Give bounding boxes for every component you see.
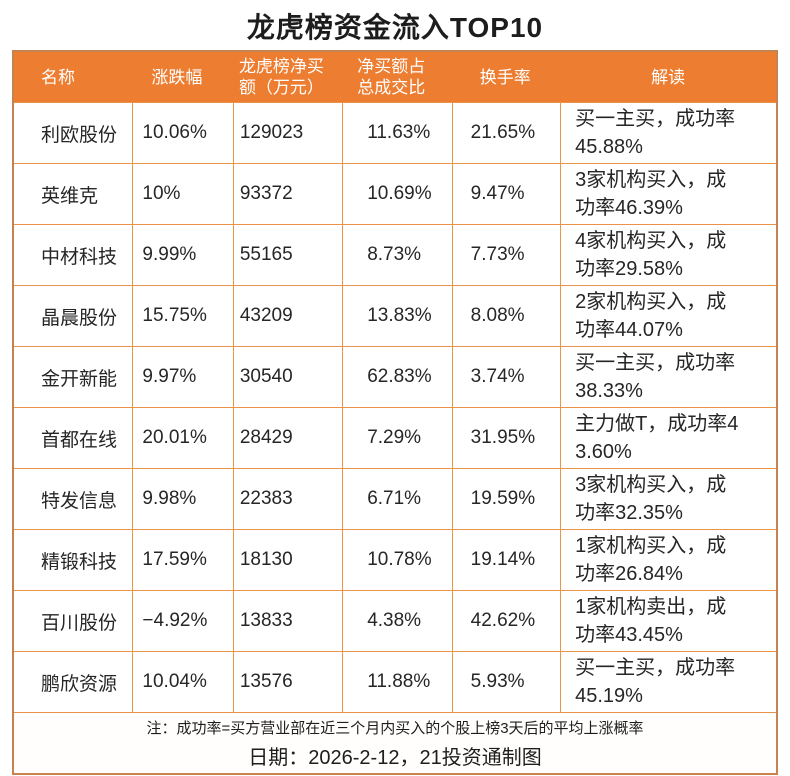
cell-stock-name: 首都在线 bbox=[41, 429, 118, 451]
cell-change-pct: 15.75% bbox=[132, 286, 232, 346]
table-row: 金开新能 9.97% 30540 62.83% 3.74% 买一主买，成功率38… bbox=[14, 346, 776, 407]
cell-change-pct: 9.98% bbox=[132, 469, 232, 529]
cell-net-buy-ratio: 10.78% bbox=[342, 530, 451, 590]
table-row: 中材科技 9.99% 55165 8.73% 7.73% 4家机构买入，成功率2… bbox=[14, 224, 776, 285]
cell-net-buy: 22383 bbox=[232, 469, 342, 529]
table-row: 精锻科技 17.59% 18130 10.78% 19.14% 1家机构买入，成… bbox=[14, 529, 776, 590]
header-turnover: 换手率 bbox=[479, 67, 531, 87]
cell-net-buy-ratio: 10.69% bbox=[342, 164, 451, 224]
cell-turnover-rate: 21.65% bbox=[451, 103, 560, 163]
cell-change-pct: 9.97% bbox=[132, 347, 232, 407]
table-row: 特发信息 9.98% 22383 6.71% 19.59% 3家机构买入，成功率… bbox=[14, 468, 776, 529]
cell-stock-name: 百川股份 bbox=[41, 612, 118, 634]
cell-net-buy: 43209 bbox=[232, 286, 342, 346]
cell-turnover-rate: 3.74% bbox=[451, 347, 560, 407]
table-row: 晶晨股份 15.75% 43209 13.83% 8.08% 2家机构买入，成功… bbox=[14, 285, 776, 346]
table-body: 利欧股份 10.06% 129023 11.63% 21.65% 买一主买，成功… bbox=[14, 102, 776, 712]
top10-table: 名称 涨跌幅 龙虎榜净买 额（万元） 净买额占 总成交比 换手率 解读 利欧股份… bbox=[12, 50, 778, 775]
cell-analysis: 1家机构卖出，成功率43.45% bbox=[560, 591, 776, 651]
cell-net-buy: 28429 bbox=[232, 408, 342, 468]
cell-net-buy: 30540 bbox=[232, 347, 342, 407]
cell-net-buy: 18130 bbox=[232, 530, 342, 590]
cell-stock-name: 英维克 bbox=[41, 185, 99, 207]
header-ratio: 净买额占 总成交比 bbox=[357, 57, 426, 97]
cell-turnover-rate: 42.62% bbox=[451, 591, 560, 651]
cell-analysis: 3家机构买入，成功率32.35% bbox=[560, 469, 776, 529]
cell-net-buy-ratio: 8.73% bbox=[342, 225, 451, 285]
header-change: 涨跌幅 bbox=[151, 67, 203, 87]
cell-analysis: 买一主买，成功率45.19% bbox=[560, 652, 776, 712]
table-footer: 注：成功率=买方营业部在近三个月内买入的个股上榜3天后的平均上涨概率 日期：20… bbox=[14, 712, 776, 773]
cell-turnover-rate: 5.93% bbox=[451, 652, 560, 712]
cell-change-pct: 17.59% bbox=[132, 530, 232, 590]
cell-analysis: 4家机构买入，成功率29.58% bbox=[560, 225, 776, 285]
header-name: 名称 bbox=[41, 67, 75, 87]
cell-change-pct: 10% bbox=[132, 164, 232, 224]
page-title: 龙虎榜资金流入TOP10 bbox=[246, 12, 544, 43]
table-row: 利欧股份 10.06% 129023 11.63% 21.65% 买一主买，成功… bbox=[14, 102, 776, 163]
cell-stock-name: 利欧股份 bbox=[41, 124, 118, 146]
cell-stock-name: 中材科技 bbox=[41, 246, 118, 268]
table-row: 英维克 10% 93372 10.69% 9.47% 3家机构买入，成功率46.… bbox=[14, 163, 776, 224]
cell-net-buy: 93372 bbox=[232, 164, 342, 224]
cell-analysis: 主力做T，成功率43.60% bbox=[560, 408, 776, 468]
cell-stock-name: 鹏欣资源 bbox=[41, 673, 118, 695]
cell-change-pct: 10.06% bbox=[132, 103, 232, 163]
cell-net-buy-ratio: 4.38% bbox=[342, 591, 451, 651]
date-credit-line: 日期：2026-2-12，21投资通制图 bbox=[248, 746, 542, 769]
header-analysis: 解读 bbox=[651, 67, 686, 87]
cell-change-pct: −4.92% bbox=[132, 591, 232, 651]
cell-turnover-rate: 9.47% bbox=[451, 164, 560, 224]
cell-net-buy-ratio: 62.83% bbox=[342, 347, 451, 407]
cell-analysis: 买一主买，成功率38.33% bbox=[560, 347, 776, 407]
cell-net-buy-ratio: 6.71% bbox=[342, 469, 451, 529]
header-net-buy: 龙虎榜净买 额（万元） bbox=[238, 57, 324, 97]
cell-stock-name: 金开新能 bbox=[41, 368, 118, 390]
cell-net-buy: 129023 bbox=[232, 103, 342, 163]
cell-turnover-rate: 19.14% bbox=[451, 530, 560, 590]
cell-analysis: 买一主买，成功率45.88% bbox=[560, 103, 776, 163]
cell-change-pct: 20.01% bbox=[132, 408, 232, 468]
cell-turnover-rate: 7.73% bbox=[451, 225, 560, 285]
cell-stock-name: 特发信息 bbox=[41, 490, 118, 512]
footnote: 注：成功率=买方营业部在近三个月内买入的个股上榜3天后的平均上涨概率 bbox=[146, 719, 644, 737]
cell-change-pct: 10.04% bbox=[132, 652, 232, 712]
cell-turnover-rate: 19.59% bbox=[451, 469, 560, 529]
cell-net-buy: 13833 bbox=[232, 591, 342, 651]
table-row: 首都在线 20.01% 28429 7.29% 31.95% 主力做T，成功率4… bbox=[14, 407, 776, 468]
table-header-row: 名称 涨跌幅 龙虎榜净买 额（万元） 净买额占 总成交比 换手率 解读 bbox=[14, 52, 776, 102]
cell-stock-name: 精锻科技 bbox=[41, 551, 118, 573]
cell-net-buy-ratio: 11.88% bbox=[342, 652, 451, 712]
table-row: 百川股份 −4.92% 13833 4.38% 42.62% 1家机构卖出，成功… bbox=[14, 590, 776, 651]
cell-net-buy-ratio: 7.29% bbox=[342, 408, 451, 468]
cell-turnover-rate: 31.95% bbox=[451, 408, 560, 468]
cell-analysis: 1家机构买入，成功率26.84% bbox=[560, 530, 776, 590]
cell-analysis: 2家机构买入，成功率44.07% bbox=[560, 286, 776, 346]
cell-stock-name: 晶晨股份 bbox=[41, 307, 118, 329]
cell-net-buy: 13576 bbox=[232, 652, 342, 712]
table-row: 鹏欣资源 10.04% 13576 11.88% 5.93% 买一主买，成功率4… bbox=[14, 651, 776, 712]
cell-net-buy-ratio: 11.63% bbox=[342, 103, 451, 163]
cell-net-buy: 55165 bbox=[232, 225, 342, 285]
cell-net-buy-ratio: 13.83% bbox=[342, 286, 451, 346]
cell-change-pct: 9.99% bbox=[132, 225, 232, 285]
cell-analysis: 3家机构买入，成功率46.39% bbox=[560, 164, 776, 224]
cell-turnover-rate: 8.08% bbox=[451, 286, 560, 346]
